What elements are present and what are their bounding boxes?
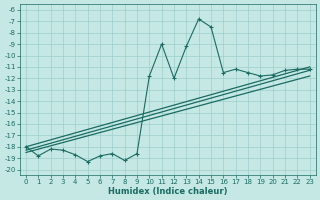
X-axis label: Humidex (Indice chaleur): Humidex (Indice chaleur) — [108, 187, 228, 196]
